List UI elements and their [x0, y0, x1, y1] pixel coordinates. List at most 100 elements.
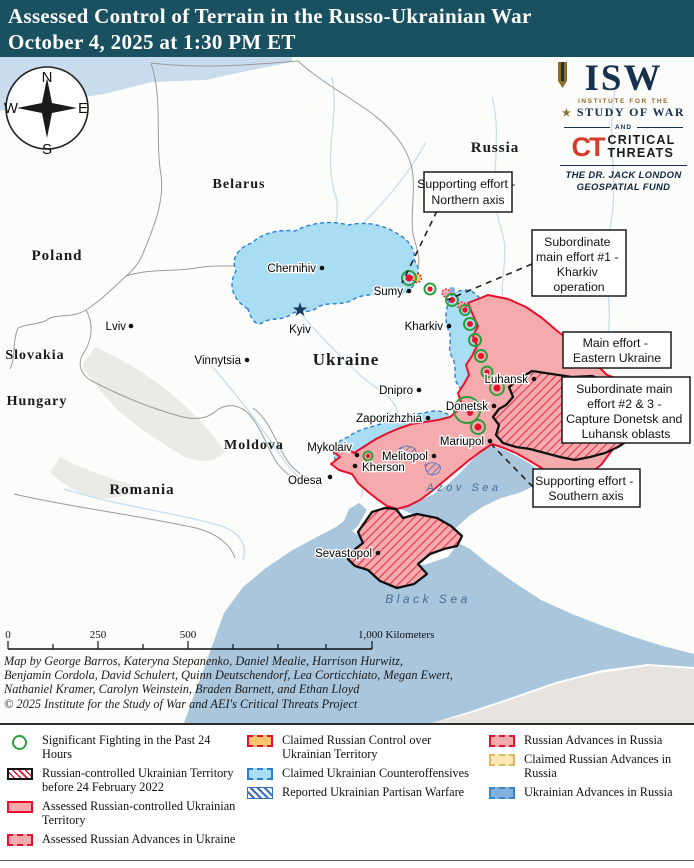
callout-line: Northern axis — [431, 193, 504, 207]
legend-label: Ukrainian Advances in Russia — [524, 785, 673, 800]
country-label-romania: Romania — [109, 482, 174, 498]
city-label-zaporizhzhia: Zaporizhzhia — [356, 413, 422, 425]
scale-250: 250 — [90, 629, 107, 641]
city-dots — [128, 265, 537, 556]
isw-star-icon: ★ — [561, 108, 573, 119]
partisan-warfare-swatch — [247, 787, 273, 800]
legend-label: Claimed Ukrainian Counteroffensives — [282, 766, 469, 781]
black-sea-water — [184, 503, 694, 723]
callout-line: Supporting effort - — [535, 474, 633, 488]
callout-line: main effort #1 - — [536, 250, 618, 264]
compass-north: N — [42, 69, 53, 86]
country-label-russia: Russia — [471, 140, 520, 156]
callout-line: Luhansk oblasts — [582, 427, 671, 441]
geospatial-fund-text: THE DR. JACK LONDON GEOSPATIAL FUND — [556, 170, 691, 194]
kyiv-capital-star: ★ — [291, 300, 308, 321]
legend-column-2: Claimed Russian Control over Ukrainian T… — [247, 733, 483, 804]
country-borders — [9, 60, 420, 559]
callout-donetsk-luhansk: Subordinate main effort #2 & 3 - Capture… — [561, 376, 691, 444]
title-bar: Assessed Control of Terrain in the Russo… — [0, 0, 694, 57]
ukrainian-advances-russia-swatch — [489, 787, 515, 800]
city-label-kherson: Kherson — [362, 462, 405, 474]
callout-line: Main effort - — [583, 336, 648, 350]
partisan-warfare-patches — [398, 445, 441, 476]
scale-500: 500 — [180, 629, 197, 641]
claimed-russian-control-swatch — [247, 735, 273, 747]
legend-item-ukrainian-counteroffensives: Claimed Ukrainian Counteroffensives — [247, 766, 483, 781]
fund-line-1: THE DR. JACK LONDON — [565, 170, 682, 181]
map-date: October 4, 2025 at 1:30 PM ET — [8, 30, 296, 54]
svg-text:Supporting effort - Nort: Supporting effort - Northern axis — [417, 177, 519, 207]
fund-line-2: GEOSPATIAL FUND — [576, 182, 671, 193]
city-label-melitopol: Melitopol — [382, 451, 428, 463]
azov-sea-water — [398, 446, 541, 535]
compass-star — [17, 78, 77, 138]
sea-label-azov: Azov Sea — [425, 482, 501, 494]
legend-item-prewar-territory: Russian-controlled Ukrainian Territory b… — [7, 766, 239, 794]
compass-rose: N E S W — [4, 66, 89, 158]
isw-study-of-war-text: ★ STUDY OF WAR — [556, 105, 691, 120]
credit-line-4: © 2025 Institute for the Study of War an… — [4, 697, 358, 711]
city-label-odesa: Odesa — [288, 475, 322, 487]
map-legend: Significant Fighting in the Past 24 Hour… — [0, 723, 694, 868]
caucasus-terrain — [432, 666, 694, 723]
compass-west: W — [4, 100, 19, 117]
compass-east: E — [78, 100, 88, 117]
isw-study-of-war-label: STUDY OF WAR — [576, 105, 686, 119]
legend-item-claimed-russian-advances-russia: Claimed Russian Advances in Russia — [489, 752, 691, 780]
country-label-moldova: Moldova — [224, 438, 284, 453]
city-label-mariupol: Mariupol — [440, 436, 484, 448]
country-label-hungary: Hungary — [7, 394, 68, 409]
country-label-slovakia: Slovakia — [5, 348, 64, 363]
legend-label: Assessed Russian-controlled Ukrainian Te… — [42, 799, 236, 828]
legend-item-claimed-russian-control: Claimed Russian Control over Ukrainian T… — [247, 733, 483, 761]
legend-label: Russian Advances in Russia — [524, 733, 663, 747]
callout-line: Subordinate main — [576, 382, 673, 396]
legend-item-ukrainian-advances-russia: Ukrainian Advances in Russia — [489, 785, 691, 800]
country-label-ukraine: Ukraine — [313, 350, 380, 369]
branding-block: ISW INSTITUTE FOR THE ★ STUDY OF WAR AND… — [556, 58, 691, 194]
ukrainian-counteroffensives-swatch — [247, 768, 273, 781]
legend-label: Claimed Russian Control over Ukrainian T… — [282, 733, 432, 762]
fighting-circle-swatch — [12, 735, 27, 750]
ct-mark-icon: CT — [571, 132, 606, 162]
ukrainian-advance-blob — [449, 287, 455, 293]
isw-logo: ISW — [584, 58, 663, 99]
callout-leader-lines — [401, 210, 534, 488]
callout-line: Southern axis — [548, 489, 623, 503]
legend-label: Claimed Russian Advances in Russia — [524, 752, 672, 781]
credit-line-2: Benjamin Cordola, David Schulert, Quinn … — [4, 668, 453, 682]
callout-line: Eastern Ukraine — [573, 351, 661, 365]
ct-critical-label: CRITICAL — [607, 133, 676, 147]
svg-text:Subordinate main effort: Subordinate main effort #1 - Kharkiv ope… — [536, 235, 622, 294]
callout-northern-axis: Supporting effort - Northern axis — [417, 171, 519, 213]
city-label-chernihiv: Chernihiv — [267, 263, 316, 275]
city-label-donetsk: Donetsk — [446, 401, 488, 413]
scale-1000: 1,000 Kilometers — [358, 629, 434, 641]
legend-item-significant-fighting: Significant Fighting in the Past 24 Hour… — [7, 733, 239, 761]
callout-line: Capture Donetsk and — [566, 412, 682, 426]
significant-fighting-circles — [362, 270, 505, 462]
callout-line: operation — [553, 280, 604, 294]
callout-southern-axis: Supporting effort - Southern axis — [532, 468, 641, 508]
compass-south: S — [42, 141, 52, 158]
prewar-swatch — [7, 768, 33, 781]
map-title: Assessed Control of Terrain in the Russo… — [8, 4, 532, 28]
carpathian-terrain — [82, 347, 225, 461]
svg-text:Main effort - Eastern Uk: Main effort - Eastern Ukraine — [573, 336, 661, 365]
legend-column-3: Russian Advances in Russia Claimed Russi… — [489, 733, 691, 804]
sea-label-black: Black Sea — [385, 592, 471, 606]
country-label-belarus: Belarus — [213, 177, 266, 192]
prewar-occupied-crimea — [346, 506, 464, 590]
fund-divider — [560, 165, 687, 166]
isw-institute-text: INSTITUTE FOR THE — [577, 98, 670, 105]
scale-0: 0 — [5, 629, 11, 641]
romania-terrain — [50, 457, 140, 499]
legend-label: Russian-controlled Ukrainian Territory b… — [42, 766, 234, 795]
and-divider: AND — [564, 124, 683, 131]
terrain-map: N E S W ★ Lviv Chernihiv Sumy Kyiv Khark… — [0, 57, 694, 723]
city-label-dnipro: Dnipro — [379, 385, 413, 397]
city-label-sumy: Sumy — [374, 286, 404, 298]
russian-advance-markers — [365, 274, 501, 459]
svg-text:Subordinate main effort: Subordinate main effort #2 & 3 - Capture… — [566, 382, 686, 441]
